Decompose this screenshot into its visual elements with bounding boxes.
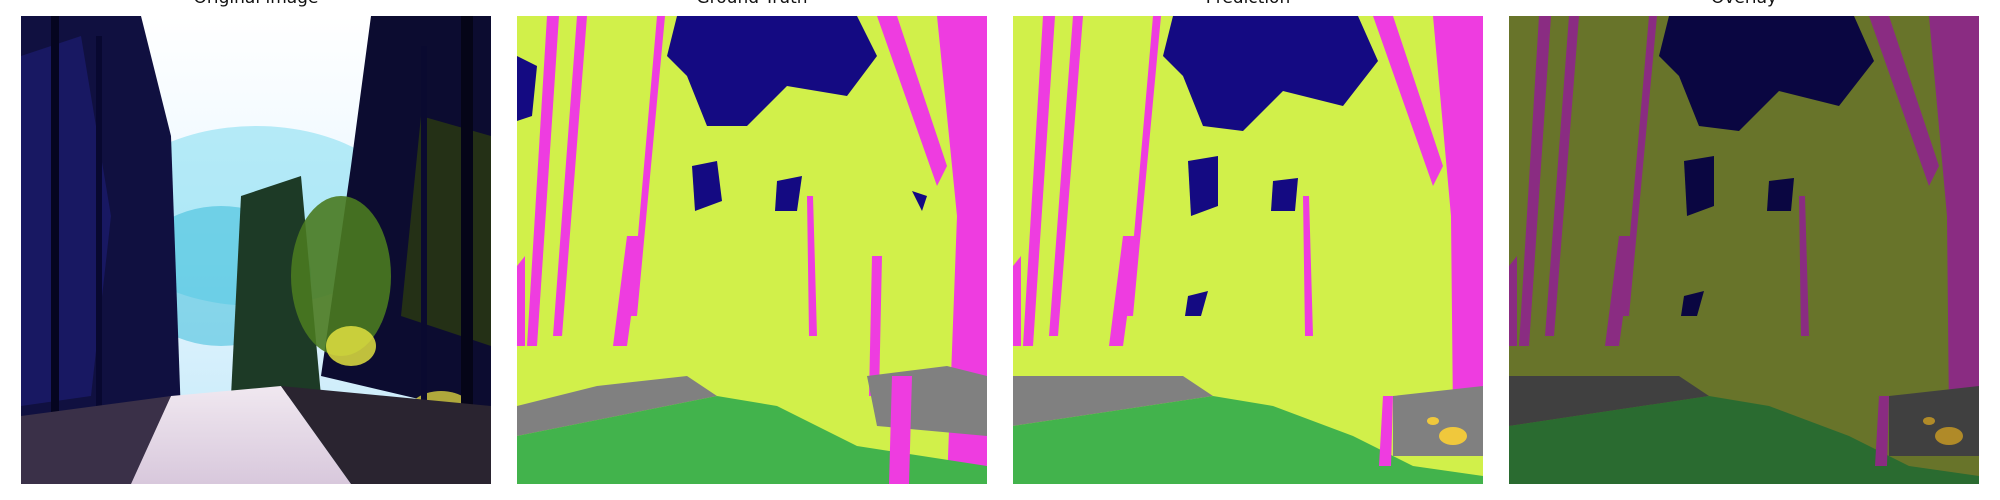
ground-truth-mask xyxy=(517,16,987,484)
panel-title-ground-truth: Ground Truth xyxy=(517,0,987,8)
overlay-mask xyxy=(1509,16,1979,484)
prediction-panel xyxy=(1013,16,1483,484)
original-image xyxy=(21,16,491,484)
original-image-panel xyxy=(21,16,491,484)
prediction-mask xyxy=(1013,16,1483,484)
panel-title-prediction: Prediction xyxy=(1013,0,1483,8)
ground-truth-panel xyxy=(517,16,987,484)
overlay-panel xyxy=(1509,16,1979,484)
panel-title-overlay: Overlay xyxy=(1509,0,1979,8)
panel-title-original: Original image xyxy=(21,0,491,8)
